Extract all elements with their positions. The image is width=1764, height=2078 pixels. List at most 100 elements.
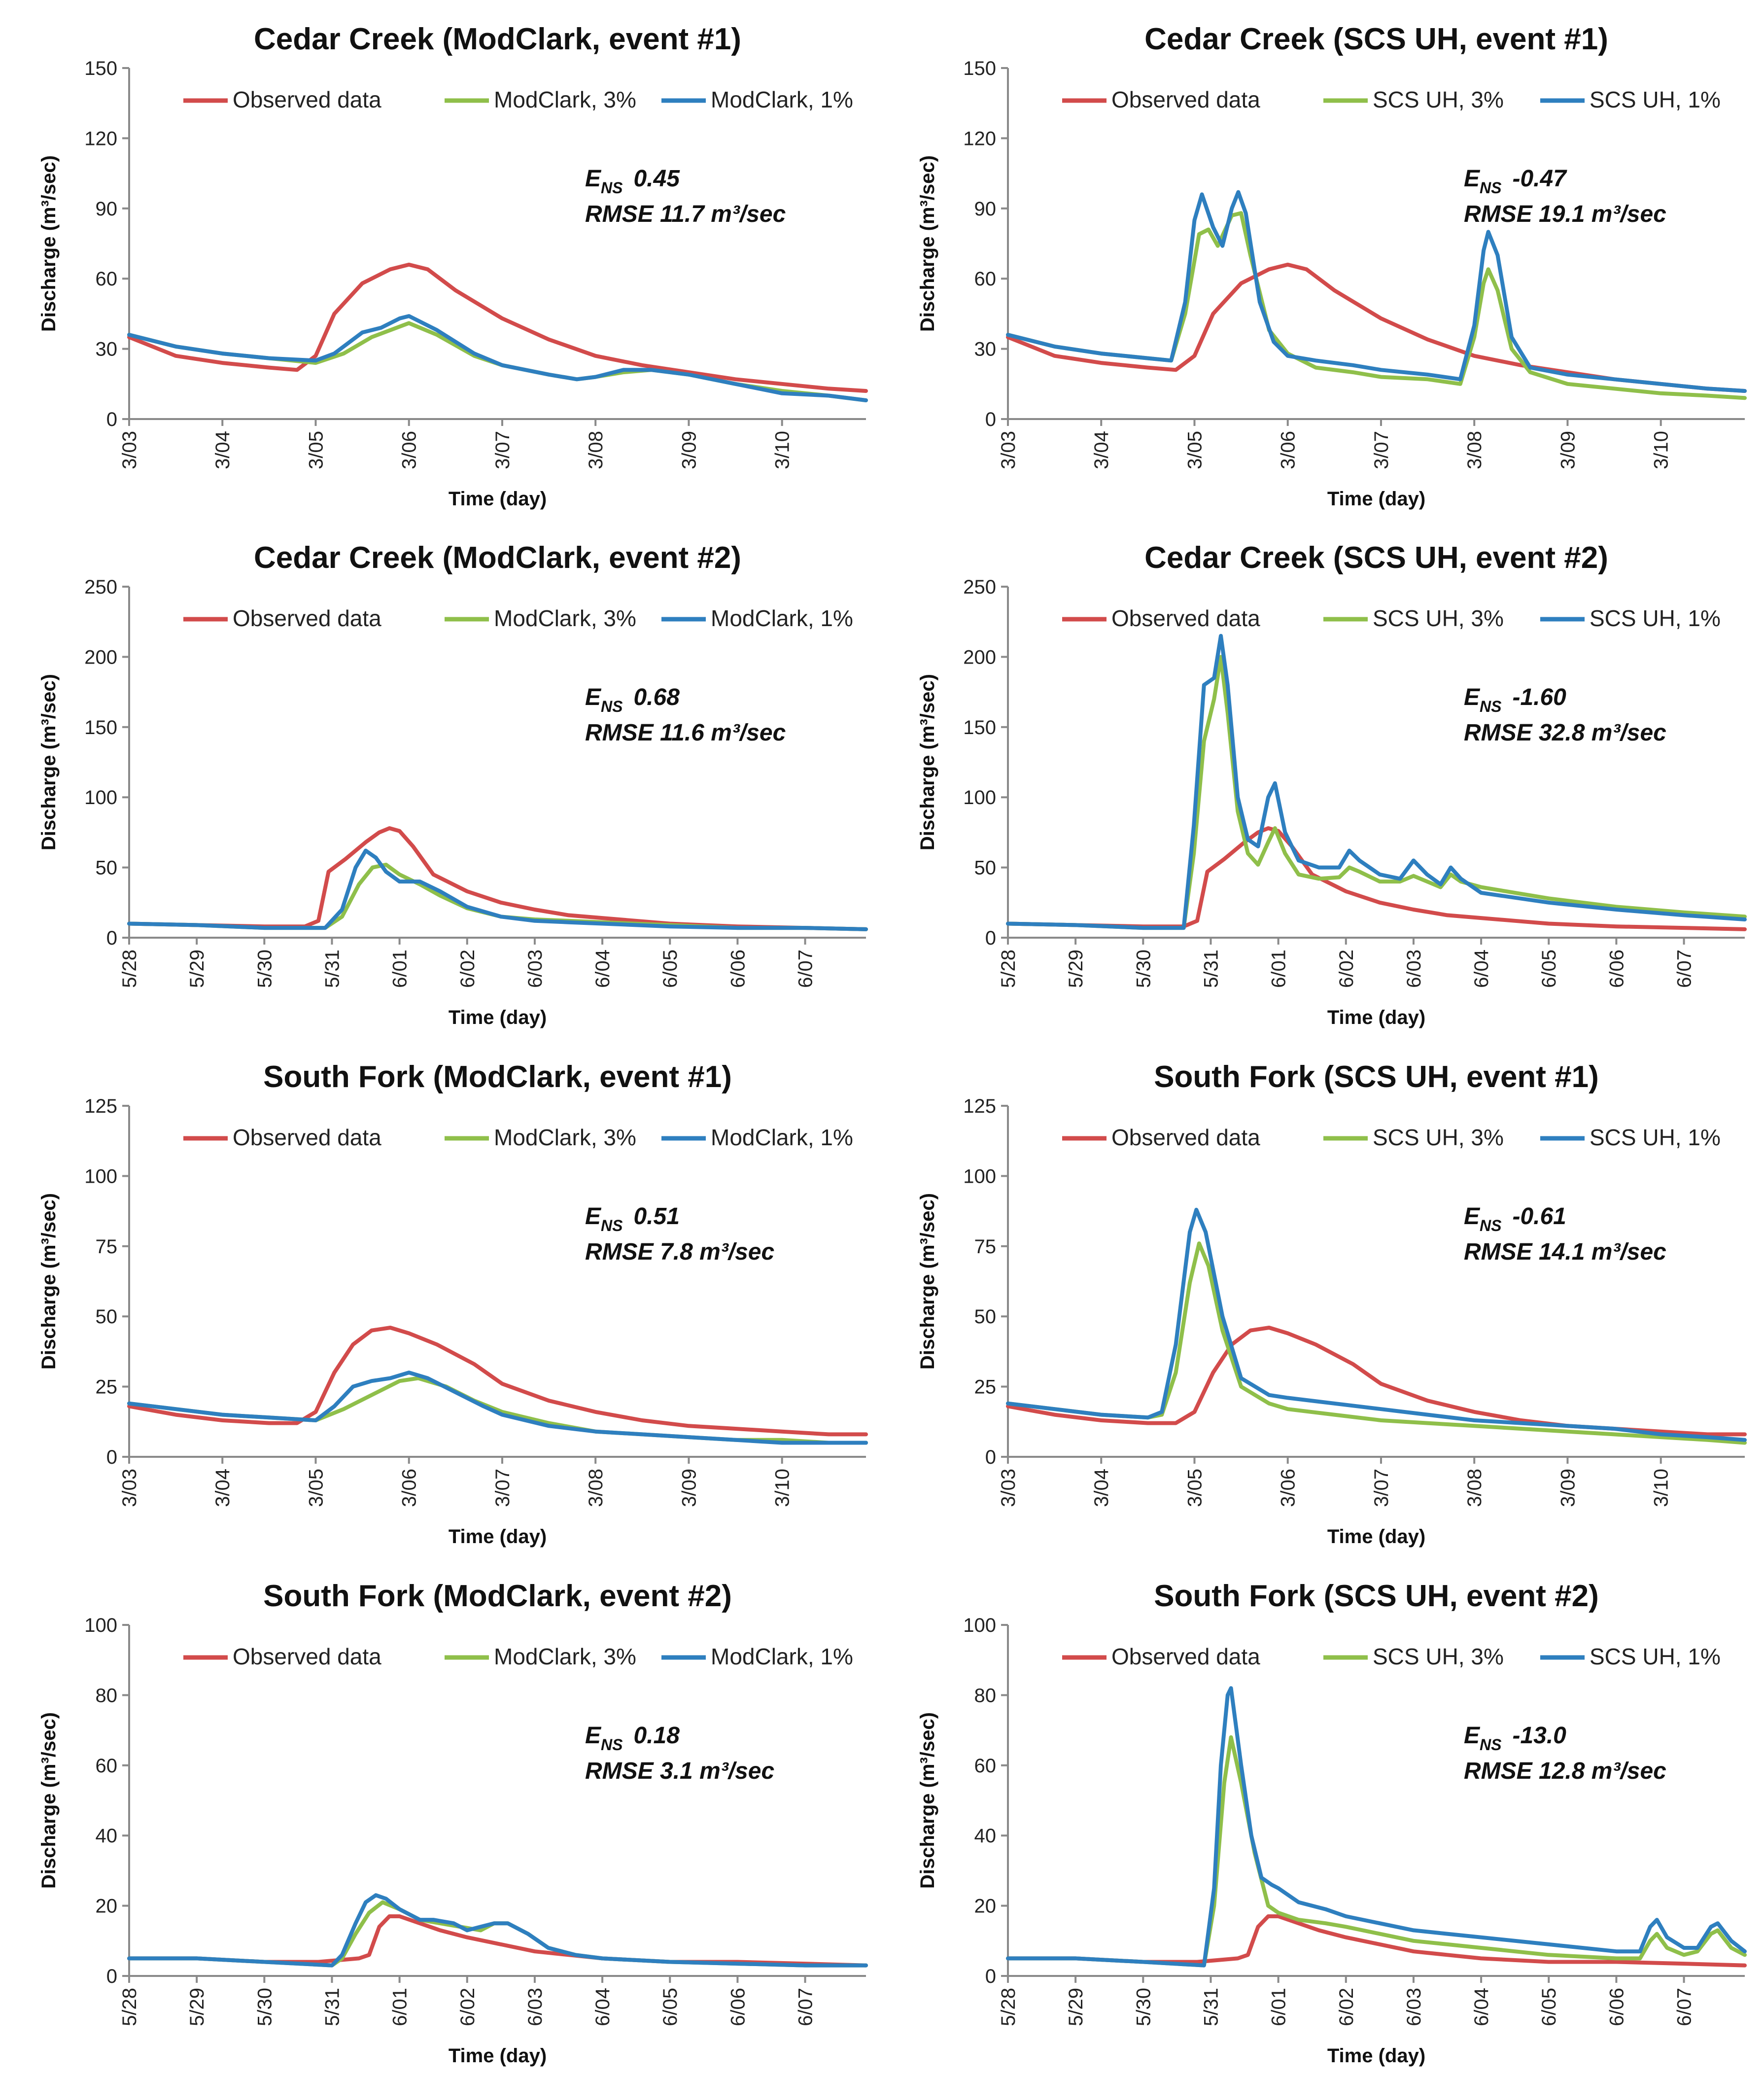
y-tick-label: 100	[963, 1615, 996, 1636]
y-axis-label: Discharge (m³/sec)	[917, 155, 938, 332]
x-tick-label: 6/01	[389, 950, 411, 988]
x-tick-label: 3/06	[1278, 431, 1299, 469]
x-tick-label: 3/10	[1651, 1469, 1672, 1507]
x-tick-label: 6/06	[727, 1988, 749, 2026]
x-tick-label: 6/07	[1674, 1988, 1695, 2026]
series-line-observed-data	[1006, 262, 1747, 393]
stat-ens-symbol: E	[1464, 1723, 1481, 1749]
x-tick-label: 6/02	[1336, 950, 1357, 988]
y-tick-label: 40	[974, 1825, 997, 1847]
y-tick-label: 150	[84, 58, 117, 79]
stat-ens: ENS 0.68	[585, 684, 680, 715]
stat-ens-symbol: E	[585, 1723, 602, 1749]
legend-label: SCS UH, 3%	[1373, 605, 1504, 631]
x-tick-label: 5/29	[1065, 1988, 1087, 2026]
y-tick-label: 60	[96, 268, 118, 290]
chart-title: Cedar Creek (ModClark, event #1)	[254, 22, 741, 56]
y-tick-label: 150	[84, 717, 117, 739]
y-axis-label: Discharge (m³/sec)	[38, 1193, 60, 1370]
x-tick-label: 3/09	[1557, 1469, 1579, 1507]
x-tick-label: 3/04	[212, 1469, 234, 1507]
x-tick-label: 3/03	[998, 1469, 1019, 1507]
x-tick-label: 3/05	[305, 1469, 327, 1507]
legend-label: ModClark, 1%	[711, 605, 853, 631]
y-tick-label: 150	[963, 717, 996, 739]
stat-ens-value: 0.68	[633, 684, 680, 710]
x-tick-label: 5/30	[1133, 950, 1154, 988]
stat-ens: ENS -0.61	[1464, 1203, 1566, 1234]
legend-label: Observed data	[1111, 87, 1260, 112]
x-tick-label: 6/03	[1403, 950, 1425, 988]
x-tick-label: 6/01	[1268, 1988, 1290, 2026]
x-tick-label: 5/31	[1200, 950, 1222, 988]
x-tick-label: 5/30	[1133, 1988, 1154, 2026]
series-line-modclark-3	[127, 1900, 868, 1968]
x-tick-label: 6/02	[1336, 1988, 1357, 2026]
stat-ens-subscript: NS	[601, 1217, 623, 1234]
series-line-scs-uh-3	[1006, 1241, 1747, 1445]
stat-ens: ENS -1.60	[1464, 684, 1566, 715]
y-tick-label: 50	[96, 1306, 118, 1328]
stat-ens-symbol: E	[1464, 166, 1481, 192]
y-tick-label: 50	[974, 1306, 997, 1328]
stat-ens-value: 0.45	[633, 166, 680, 192]
x-tick-label: 3/09	[678, 1469, 700, 1507]
x-tick-label: 6/07	[795, 950, 817, 988]
series-line-modclark-3	[127, 862, 868, 931]
y-axis-label: Discharge (m³/sec)	[38, 155, 60, 332]
x-tick-label: 3/03	[119, 431, 140, 469]
y-tick-label: 90	[974, 198, 997, 220]
chart-panel-5: South Fork (ModClark, event #1) 0 25 50 75 10…	[38, 1060, 868, 1548]
x-tick-label: 5/29	[1065, 950, 1087, 988]
legend-label: ModClark, 1%	[711, 1125, 853, 1150]
y-tick-label: 60	[96, 1755, 118, 1777]
stat-ens-value: -13.0	[1512, 1723, 1566, 1749]
chart-title: Cedar Creek (ModClark, event #2)	[254, 541, 741, 575]
series-line-modclark-1	[127, 848, 868, 931]
legend-label: ModClark, 3%	[494, 87, 636, 112]
y-tick-label: 80	[974, 1685, 997, 1706]
stat-ens-symbol: E	[585, 1203, 602, 1230]
y-tick-label: 60	[974, 268, 997, 290]
chart-panel-8: South Fork (SCS UH, event #2) 0 20 40 60 80 10…	[917, 1579, 1747, 2067]
x-axis-label: Time (day)	[449, 1526, 547, 1548]
series-line-scs-uh-1	[1006, 1207, 1747, 1442]
stat-rmse: RMSE 19.1 m³/sec	[1464, 201, 1666, 227]
y-tick-label: 0	[106, 409, 117, 430]
x-tick-label: 3/09	[1557, 431, 1579, 469]
legend-label: Observed data	[1111, 1125, 1260, 1150]
series-line-scs-uh-3	[1006, 655, 1747, 930]
x-tick-label: 3/05	[1184, 1469, 1206, 1507]
stat-ens-value: 0.18	[633, 1723, 680, 1749]
x-tick-label: 6/05	[659, 950, 681, 988]
y-tick-label: 120	[963, 128, 996, 149]
y-axis-label: Discharge (m³/sec)	[38, 674, 60, 850]
x-tick-label: 3/08	[1464, 431, 1486, 469]
x-tick-label: 3/06	[1278, 1469, 1299, 1507]
legend-label: ModClark, 3%	[494, 1125, 636, 1150]
x-axis-label: Time (day)	[1327, 2045, 1425, 2067]
y-tick-label: 125	[84, 1095, 117, 1117]
chart-panel-1: Cedar Creek (ModClark, event #1) 0 30 60 90 1…	[38, 22, 868, 510]
x-axis-label: Time (day)	[449, 1007, 547, 1028]
x-tick-label: 5/30	[254, 1988, 276, 2026]
y-tick-label: 150	[963, 58, 996, 79]
stat-ens-subscript: NS	[1480, 698, 1502, 715]
series-line-scs-uh-1	[1006, 1686, 1747, 1968]
x-axis-label: Time (day)	[1327, 1526, 1425, 1548]
x-axis-label: Time (day)	[449, 488, 547, 510]
y-tick-label: 30	[974, 339, 997, 360]
series-line-scs-uh-3	[1006, 1735, 1747, 1968]
x-tick-label: 6/07	[795, 1988, 817, 2026]
y-tick-label: 200	[84, 646, 117, 668]
y-tick-label: 20	[96, 1896, 118, 1917]
x-tick-label: 3/07	[1371, 1469, 1392, 1507]
legend-label: Observed data	[233, 1125, 381, 1150]
x-tick-label: 3/04	[1091, 431, 1112, 469]
stat-rmse: RMSE 12.8 m³/sec	[1464, 1758, 1666, 1784]
y-tick-label: 75	[974, 1236, 997, 1258]
x-tick-label: 6/03	[524, 1988, 546, 2026]
chart-title: Cedar Creek (SCS UH, event #2)	[1144, 541, 1608, 575]
y-axis-label: Discharge (m³/sec)	[917, 674, 938, 850]
y-tick-label: 80	[96, 1685, 118, 1706]
